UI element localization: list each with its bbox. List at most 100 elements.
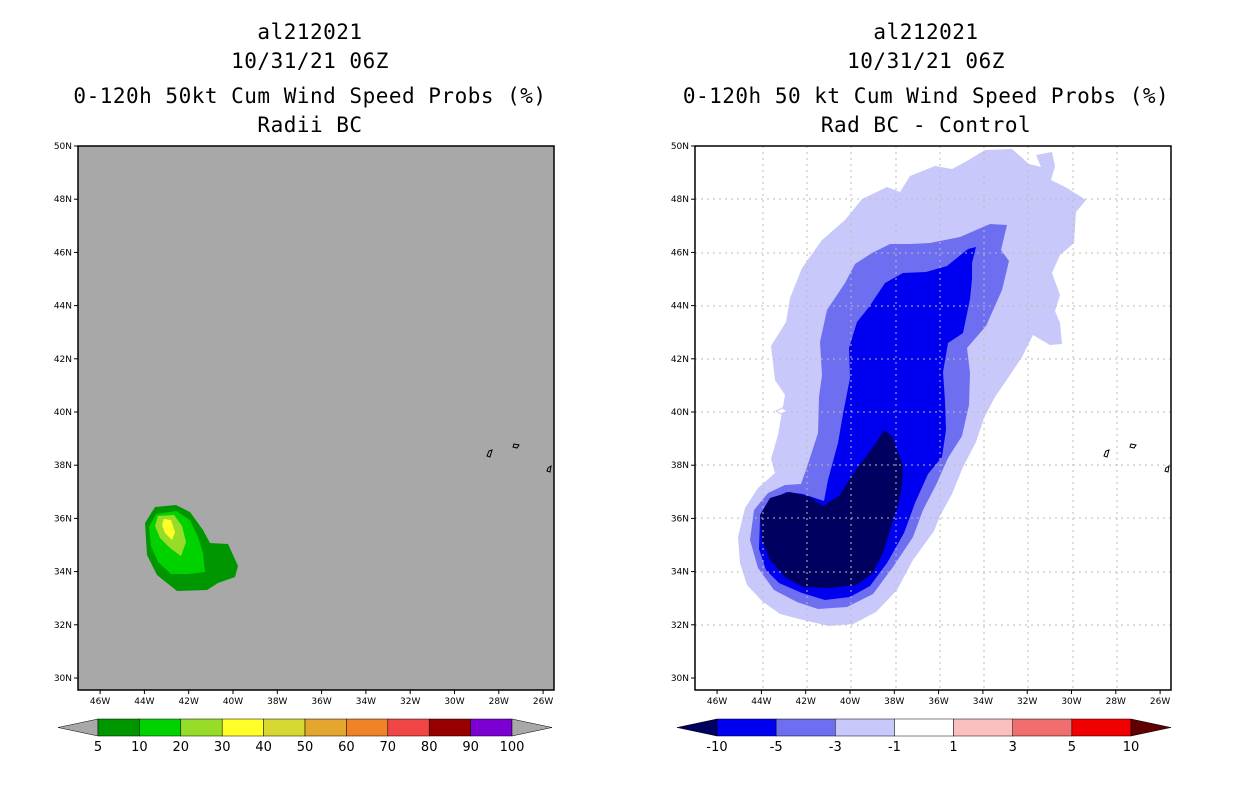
left-colorbar-label: 70 — [380, 740, 397, 755]
left-colorbar-label: 20 — [173, 740, 190, 755]
right-lat-label: 34N — [671, 568, 689, 578]
right-lat-label: 46N — [671, 248, 689, 258]
left-colorbar-swatch — [470, 718, 513, 737]
right-colorbar-swatch — [775, 718, 836, 737]
left-lon-label: 46W — [90, 697, 110, 707]
left-map: 50N 48N 46N 44N 42N 40N 38N 36N 34N 32N 30N 46W 44W 4… — [54, 142, 555, 707]
right-difference-contours — [738, 149, 1086, 626]
right-colorbar-label: -3 — [829, 740, 842, 755]
left-lon-label: 42W — [179, 697, 199, 707]
left-lat-label: 50N — [54, 142, 72, 152]
left-colorbar-label: 50 — [297, 740, 314, 755]
left-lat-label: 32N — [54, 621, 72, 631]
left-islands — [486, 443, 552, 473]
left-contour-30 — [162, 519, 175, 540]
right-lon-label: 46W — [707, 697, 727, 707]
right-lat-label: 44N — [671, 302, 689, 312]
left-lat-label: 36N — [54, 514, 72, 524]
right-subtitle: Rad BC - Control — [820, 113, 1032, 137]
left-lon-label: 38W — [267, 697, 287, 707]
left-panel-title: al212021 10/31/21 06Z 0-120h 50kt Cum Wi… — [40, 18, 580, 140]
left-lon-label: 28W — [489, 697, 509, 707]
left-lat-label: 34N — [54, 568, 72, 578]
left-colorbar-label: 100 — [500, 740, 525, 755]
right-contour-minus-10 — [760, 430, 903, 588]
right-lon-label: 36W — [928, 697, 948, 707]
left-subtitle: Radii BC — [257, 113, 363, 137]
left-lon-label: 26W — [533, 697, 553, 707]
left-lat-label: 38N — [54, 461, 72, 471]
left-colorbar-label: 90 — [462, 740, 479, 755]
left-probability-contours — [145, 505, 238, 591]
left-lon-label: 32W — [400, 697, 420, 707]
right-small-contour-feature — [774, 407, 789, 415]
left-colorbar-swatch — [304, 718, 347, 737]
right-panel-title: al212021 10/31/21 06Z 0-120h 50 kt Cum W… — [656, 18, 1196, 140]
left-storm-id: al212021 — [257, 20, 363, 44]
right-lon-label: 26W — [1150, 697, 1170, 707]
right-lon-label: 32W — [1017, 697, 1037, 707]
right-colorbar-swatch — [953, 718, 1013, 737]
right-colorbar-label: -1 — [888, 740, 901, 755]
left-lat-label: 48N — [54, 195, 72, 205]
left-lon-label: 34W — [356, 697, 376, 707]
right-lat-label: 36N — [671, 514, 689, 524]
left-island-1 — [486, 449, 493, 458]
left-lat-label: 44N — [54, 302, 72, 312]
right-colorbar-label: 1 — [949, 740, 957, 755]
right-map: 50N 48N 46N 44N 42N 40N 38N 36N 34N 32N 30N 46W 44W 4… — [671, 142, 1172, 707]
right-axis-ticks: 50N 48N 46N 44N 42N 40N 38N 36N 34N 32N 30N 46W 44W 4… — [671, 142, 1171, 707]
left-colorbar-swatch — [221, 718, 264, 737]
right-colorbar: -10 -5 -3 -1 1 3 5 10 — [676, 718, 1172, 755]
right-islands — [1103, 443, 1170, 473]
left-map-frame — [77, 145, 555, 691]
left-colorbar-swatch — [428, 718, 471, 737]
right-colorbar-label: -10 — [706, 740, 727, 755]
left-colorbar: 5 10 20 30 40 50 60 70 80 90 100 — [57, 718, 553, 755]
left-colorbar-low-cap — [57, 718, 99, 737]
right-lon-label: 42W — [796, 697, 816, 707]
right-lat-label: 30N — [671, 674, 689, 684]
left-colorbar-label: 10 — [131, 740, 148, 755]
left-lat-label: 40N — [54, 408, 72, 418]
left-lat-label: 46N — [54, 248, 72, 258]
right-colorbar-swatch — [716, 718, 777, 737]
left-colorbar-label: 30 — [214, 740, 231, 755]
right-lat-label: 48N — [671, 195, 689, 205]
left-colorbar-swatch — [180, 718, 223, 737]
left-lat-label: 42N — [54, 355, 72, 365]
right-gridlines — [695, 146, 1171, 690]
left-island-3 — [546, 464, 552, 473]
right-colorbar-swatch — [1071, 718, 1132, 737]
right-lat-label: 40N — [671, 408, 689, 418]
right-product-title: 0-120h 50 kt Cum Wind Speed Probs (%) — [682, 84, 1170, 108]
left-colorbar-label: 60 — [338, 740, 355, 755]
right-datetime: 10/31/21 06Z — [847, 49, 1005, 73]
right-lat-label: 38N — [671, 461, 689, 471]
left-colorbar-swatch — [346, 718, 389, 737]
right-lon-label: 40W — [840, 697, 860, 707]
left-lon-label: 36W — [311, 697, 331, 707]
left-map-background — [78, 146, 554, 690]
right-colorbar-low-cap — [676, 718, 718, 737]
left-colorbar-swatch — [139, 718, 182, 737]
right-lon-label: 38W — [884, 697, 904, 707]
right-colorbar-label: 3 — [1009, 740, 1017, 755]
right-lon-label: 44W — [751, 697, 771, 707]
right-lat-label: 42N — [671, 355, 689, 365]
left-colorbar-high-cap — [511, 718, 553, 737]
right-colorbar-swatch — [835, 718, 895, 737]
left-datetime: 10/31/21 06Z — [231, 49, 389, 73]
right-lat-label: 50N — [671, 142, 689, 152]
right-island-1 — [1103, 449, 1110, 458]
right-colorbar-swatch — [1012, 718, 1073, 737]
left-colorbar-swatch — [97, 718, 140, 737]
left-colorbar-label: 40 — [255, 740, 272, 755]
right-lon-label: 34W — [973, 697, 993, 707]
right-island-3 — [1164, 464, 1170, 473]
left-colorbar-swatch — [387, 718, 430, 737]
right-colorbar-high-cap — [1130, 718, 1172, 737]
left-lon-label: 40W — [223, 697, 243, 707]
left-axis-ticks: 50N 48N 46N 44N 42N 40N 38N 36N 34N 32N 30N 46W 44W 4… — [54, 142, 554, 707]
right-map-frame — [694, 145, 1172, 691]
